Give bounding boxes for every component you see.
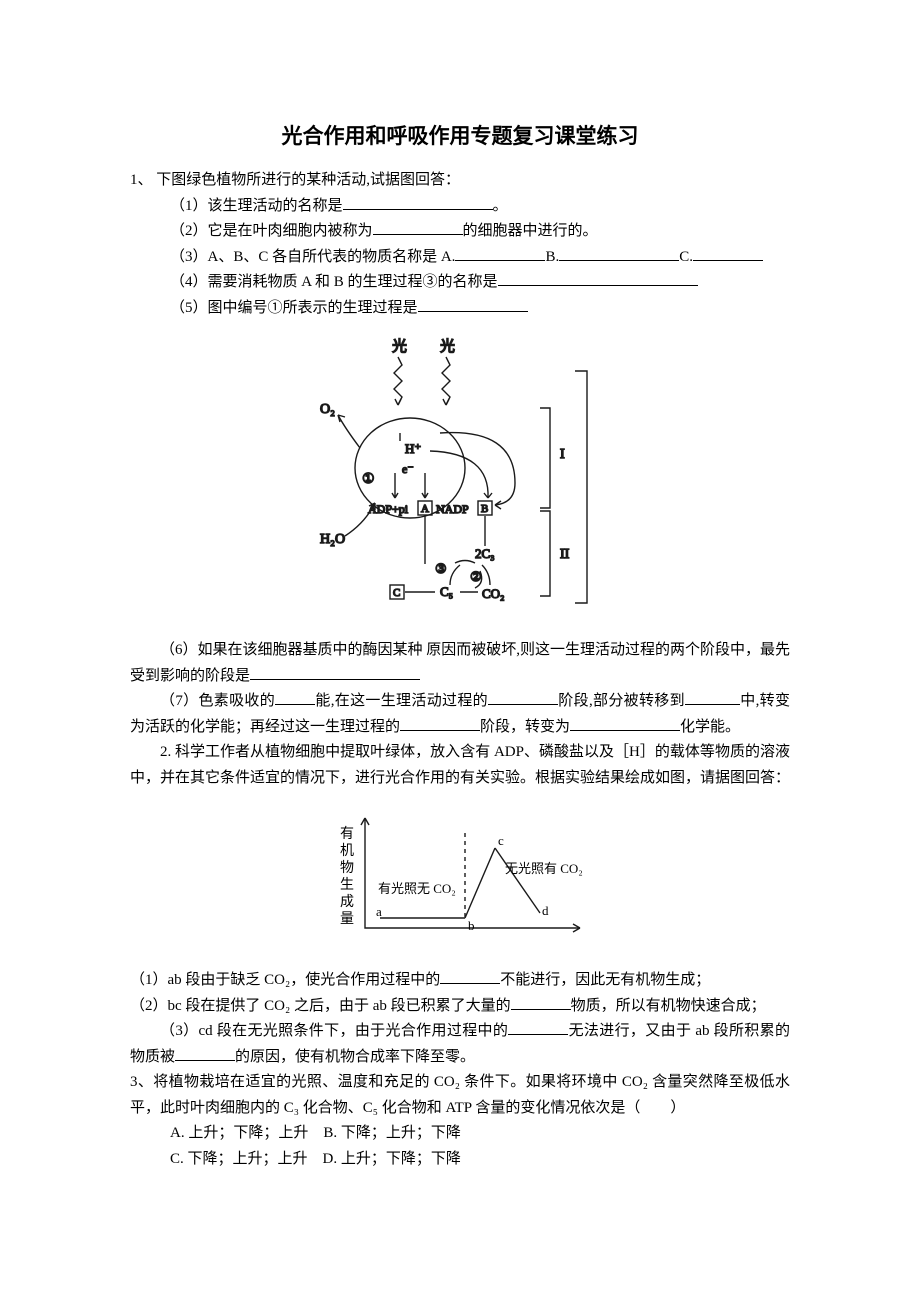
blank[interactable] bbox=[175, 1045, 235, 1061]
q1-p3b: B. bbox=[545, 249, 559, 265]
q2-p1b: 不能进行，因此无有机物生成； bbox=[500, 972, 710, 988]
q3-optD[interactable]: D. 上升；下降；下降 bbox=[323, 1151, 461, 1167]
q1-p4: （4）需要消耗物质 A 和 B 的生理过程③的名称是 bbox=[130, 270, 790, 296]
q2-p2b: 物质，所以有机物快速合成； bbox=[571, 998, 766, 1014]
q1-p1b: 。 bbox=[493, 198, 508, 214]
label-nadp: NADP bbox=[436, 502, 469, 516]
blank[interactable] bbox=[508, 1019, 568, 1035]
q2-p3c: 的原因，使有机物合成率下降至零。 bbox=[235, 1049, 475, 1065]
svg-text:量: 量 bbox=[340, 911, 354, 927]
q1-p7: （7）色素吸收的能,在这一生理活动过程的阶段,部分被转移到中,转变为活跃的化学能… bbox=[130, 689, 790, 740]
q1-p5: （5）图中编号①所表示的生理过程是 bbox=[130, 296, 790, 322]
q2-p1a: （1）ab 段由于缺乏 CO₂，使光合作用过程中的 bbox=[130, 972, 440, 988]
q2-p2a: （2）bc 段在提供了 CO₂ 之后，由于 ab 段已积累了大量的 bbox=[130, 998, 511, 1014]
q1-p7a: （7）色素吸收的 bbox=[160, 693, 275, 709]
label-e: e⁻ bbox=[402, 462, 414, 476]
label-C: C bbox=[393, 587, 400, 599]
q1-p6: （6）如果在该细胞器基质中的酶因某种 原因而被破坏,则这一生理活动过程的两个阶段… bbox=[130, 638, 790, 689]
q3-opts-row1: A. 上升；下降；上升 B. 下降；上升；下降 bbox=[130, 1121, 790, 1147]
q2-p3a: （3）cd 段在无光照条件下，由于光合作用过程中的 bbox=[160, 1023, 508, 1039]
label-A: A bbox=[421, 503, 429, 515]
blank[interactable] bbox=[488, 689, 558, 705]
label-I: I bbox=[560, 447, 565, 462]
blank[interactable] bbox=[455, 245, 545, 261]
q3-opts-row2: C. 下降；上升；上升 D. 上升；下降；下降 bbox=[130, 1147, 790, 1173]
blank[interactable] bbox=[373, 219, 463, 235]
blank[interactable] bbox=[685, 689, 740, 705]
blank[interactable] bbox=[559, 245, 679, 261]
label-adp: ADP+pi bbox=[368, 502, 409, 516]
blank[interactable] bbox=[275, 689, 315, 705]
blank[interactable] bbox=[440, 968, 500, 984]
label-o2: O₂ bbox=[320, 402, 335, 417]
label-num3: ③ bbox=[435, 561, 447, 576]
blank[interactable] bbox=[570, 715, 680, 731]
q1-p3: （3）A、B、C 各自所代表的物质名称是 A. B. C. bbox=[130, 245, 790, 271]
label-co2: CO₂ bbox=[482, 586, 505, 601]
q1-p6a: （6）如果在该细胞器基质中的酶因某种 原因而被破坏,则这一生理活动过程的两个阶段… bbox=[130, 642, 790, 684]
q1-p4a: （4）需要消耗物质 A 和 B 的生理过程③的名称是 bbox=[170, 274, 498, 290]
label-hplus: H⁺ bbox=[405, 441, 421, 456]
q1-p7e: 阶段，转变为 bbox=[480, 719, 570, 735]
q2-p2: （2）bc 段在提供了 CO₂ 之后，由于 ab 段已积累了大量的 物质，所以有机… bbox=[130, 994, 790, 1020]
svg-text:物: 物 bbox=[340, 860, 354, 876]
q3-optA[interactable]: A. 上升；下降；上升 bbox=[170, 1125, 308, 1141]
q1-p2a: （2）它是在叶肉细胞内被称为 bbox=[170, 223, 373, 239]
cond-right: 无光照有 CO₂ bbox=[505, 861, 583, 876]
svg-text:机: 机 bbox=[340, 843, 354, 859]
blank[interactable] bbox=[498, 270, 698, 286]
blank[interactable] bbox=[693, 245, 763, 261]
q1-p2b: 的细胞器中进行的。 bbox=[463, 223, 598, 239]
svg-text:生: 生 bbox=[340, 877, 354, 893]
q1-p5a: （5）图中编号①所表示的生理过程是 bbox=[170, 300, 418, 316]
blank[interactable] bbox=[343, 194, 493, 210]
pt-c: c bbox=[498, 833, 504, 848]
q3-optC[interactable]: C. 下降；上升；上升 bbox=[170, 1151, 308, 1167]
label-light: 光 bbox=[392, 338, 407, 355]
chart-ylabel: 有 bbox=[340, 826, 354, 842]
q1-p2: （2）它是在叶肉细胞内被称为 的细胞器中进行的。 bbox=[130, 219, 790, 245]
blank[interactable] bbox=[400, 715, 480, 731]
blank[interactable] bbox=[250, 664, 420, 680]
q1-p1a: （1）该生理活动的名称是 bbox=[170, 198, 343, 214]
blank[interactable] bbox=[418, 296, 528, 312]
q1-p7f: 化学能。 bbox=[680, 719, 740, 735]
label-num1: ① bbox=[362, 472, 375, 487]
diagram-chart: 有 机 物 生 成 量 a b c d 有光照无 CO₂ 无光照有 CO₂ bbox=[130, 803, 790, 958]
label-c5: C₅ bbox=[440, 584, 453, 599]
q1-stem: 1、 下图绿色植物所进行的某种活动,试据图回答： bbox=[130, 168, 790, 194]
q1-p7c: 阶段,部分被转移到 bbox=[558, 693, 685, 709]
q3-stem: 3、将植物栽培在适宜的光照、温度和充足的 CO₂ 条件下。如果将环境中 CO₂ … bbox=[130, 1070, 790, 1121]
diagram-photosynthesis: 光 光 O₂ H⁺ e⁻ ① bbox=[130, 333, 790, 628]
svg-text:成: 成 bbox=[340, 894, 354, 910]
q2-p3: （3）cd 段在无光照条件下，由于光合作用过程中的无法进行，又由于 ab 段所积… bbox=[130, 1019, 790, 1070]
q1-p1: （1）该生理活动的名称是 。 bbox=[130, 194, 790, 220]
label-light: 光 bbox=[440, 338, 455, 355]
q1-p3c: C. bbox=[679, 249, 693, 265]
pt-b: b bbox=[468, 918, 475, 933]
label-II: II bbox=[560, 547, 570, 562]
q3-optB[interactable]: B. 下降；上升；下降 bbox=[323, 1125, 461, 1141]
q2-p1: （1）ab 段由于缺乏 CO₂，使光合作用过程中的 不能进行，因此无有机物生成； bbox=[130, 968, 790, 994]
pt-a: a bbox=[376, 904, 382, 919]
label-B: B bbox=[481, 503, 488, 515]
q1-p7b: 能,在这一生理活动过程的 bbox=[315, 693, 488, 709]
q1-p3a: （3）A、B、C 各自所代表的物质名称是 A. bbox=[170, 249, 455, 265]
pt-d: d bbox=[542, 903, 549, 918]
q2-stem: 2. 科学工作者从植物细胞中提取叶绿体，放入含有 ADP、磷酸盐以及［H］的载体… bbox=[130, 740, 790, 791]
label-h2o: H₂O bbox=[320, 532, 345, 547]
blank[interactable] bbox=[511, 994, 571, 1010]
cond-left: 有光照无 CO₂ bbox=[378, 881, 456, 896]
label-c3: 2C₃ bbox=[475, 546, 495, 561]
page-title: 光合作用和呼吸作用专题复习课堂练习 bbox=[130, 120, 790, 150]
